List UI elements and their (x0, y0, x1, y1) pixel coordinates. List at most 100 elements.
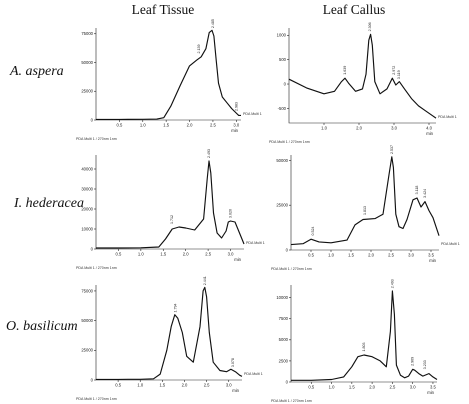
panel-axes (95, 28, 241, 121)
chromatogram-panel-3: 0 10000 20000 30000 40000 0.5 1.0 1.5 2.0 2.5 3.0m… (76, 149, 265, 270)
x-tick-label: 2.5 (388, 253, 394, 258)
y-tick-label: 1000 (277, 33, 287, 38)
x-tick-label: 3.0 (228, 252, 234, 257)
detector-side-label: PDA Multi 1 (244, 372, 263, 376)
chromatogram-panel-6: 0 2500 5000 7500 10000 0.5 1.0 1.5 2.0 2.5 3.0 3.5m… (271, 279, 438, 403)
panel-axes (290, 285, 437, 383)
peak-label: 2.485 (211, 19, 215, 28)
x-tick-label: 3.0 (233, 123, 239, 128)
peak-label: 1.639 (343, 66, 347, 75)
y-tick-label: 25000 (81, 89, 93, 94)
detector-footer: PDA Multi 1 / 270nm 1nm (76, 397, 117, 401)
y-tick-label: 0 (286, 379, 289, 384)
peak-label: 2.139 (197, 44, 201, 53)
peak-label: 2.972 (392, 66, 396, 75)
peak-label: 3.020 (229, 209, 233, 218)
x-unit-label: min (429, 258, 436, 263)
detector-footer: PDA Multi 1 / 270nm 1nm (271, 267, 312, 271)
peak-label: 2.537 (390, 145, 394, 154)
x-tick-label: 2.0 (182, 383, 188, 388)
y-tick-label: 50000 (81, 60, 93, 65)
chromatogram-trace (96, 29, 241, 120)
detector-side-label: PDA Multi 1 (243, 112, 262, 116)
x-tick-label: 1.0 (321, 126, 327, 131)
x-tick-label: 2.0 (183, 252, 189, 257)
x-unit-label: min (426, 131, 433, 136)
y-tick-label: 50000 (81, 318, 93, 323)
detector-footer: PDA Multi 1 / 270nm 1nm (269, 140, 310, 144)
x-tick-label: 4.0 (426, 126, 432, 131)
x-tick-label: 2.0 (369, 385, 375, 390)
y-tick-label: 0 (286, 247, 289, 252)
x-tick-label: 1.5 (348, 253, 354, 258)
detector-footer: PDA Multi 1 / 270nm 1nm (271, 399, 312, 403)
y-tick-label: 75000 (81, 288, 93, 293)
x-tick-label: 1.0 (328, 253, 334, 258)
y-tick-label: -500 (278, 106, 287, 111)
x-tick-label: 3.0 (410, 385, 416, 390)
peak-label: 2.493 (390, 279, 394, 288)
y-tick-label: 0 (91, 377, 94, 382)
x-tick-label: 2.5 (389, 385, 395, 390)
x-tick-label: 2.0 (187, 123, 193, 128)
x-tick-label: 2.0 (356, 126, 362, 131)
x-tick-label: 2.0 (368, 253, 374, 258)
row-label-o-basilicum: O. basilicum (6, 319, 78, 334)
x-tick-label: 0.5 (308, 253, 314, 258)
peak-label: 2.493 (207, 149, 211, 158)
y-tick-label: 25000 (276, 203, 288, 208)
x-unit-label: min (427, 390, 434, 395)
chromatogram-trace (290, 156, 440, 246)
x-tick-label: 0.5 (308, 385, 314, 390)
x-unit-label: min (234, 257, 241, 262)
detector-footer: PDA Multi 1 / 270nm 1nm (76, 137, 117, 141)
peak-label: 2.983 (234, 102, 238, 111)
peak-label: 2.969 (411, 357, 415, 366)
peak-label: 3.119 (397, 70, 401, 79)
peak-label: 1.794 (174, 304, 178, 313)
peak-label: 2.441 (203, 276, 207, 285)
panel-axes (95, 285, 242, 381)
detector-side-label: PDA Multi 1 (246, 241, 265, 245)
x-tick-label: 0.5 (115, 383, 121, 388)
detector-footer: PDA Multi 1 / 270nm 1nm (76, 266, 117, 270)
x-tick-label: 3.5 (430, 385, 436, 390)
peak-label: 1.813 (363, 206, 367, 215)
y-tick-label: 10000 (276, 295, 288, 300)
peak-label: 3.233 (423, 360, 427, 369)
x-tick-label: 2.5 (205, 252, 211, 257)
peak-label: 0.524 (311, 227, 315, 236)
row-label-i-hederacea: I. hederacea (13, 196, 84, 211)
y-tick-label: 0 (284, 81, 287, 86)
y-tick-label: 7500 (279, 316, 289, 321)
x-tick-label: 0.5 (116, 252, 122, 257)
x-tick-label: 1.5 (349, 385, 355, 390)
detector-side-label: PDA Multi 1 (441, 242, 460, 246)
x-tick-label: 3.0 (391, 126, 397, 131)
x-tick-label: 1.5 (163, 123, 169, 128)
row-label-a-aspera: A. aspera (9, 64, 64, 79)
x-unit-label: min (232, 388, 239, 393)
peak-label: 2.306 (368, 22, 372, 31)
chromatogram-trace (96, 160, 245, 249)
y-tick-label: 50000 (276, 158, 288, 163)
panel-axes (95, 155, 244, 250)
y-tick-label: 0 (91, 246, 94, 251)
x-tick-label: 1.5 (160, 252, 166, 257)
y-tick-label: 500 (279, 57, 287, 62)
y-tick-label: 40000 (81, 166, 93, 171)
peak-label: 1.803 (362, 342, 366, 351)
chromatogram-trace (291, 290, 438, 381)
x-unit-label: min (231, 128, 238, 133)
chromatogram-trace (96, 286, 243, 380)
x-tick-label: 1.5 (159, 383, 165, 388)
x-tick-label: 3.0 (226, 383, 232, 388)
x-tick-label: 2.5 (204, 383, 210, 388)
y-tick-label: 0 (91, 117, 94, 122)
x-tick-label: 3.0 (408, 253, 414, 258)
chromatogram-trace (288, 33, 437, 119)
